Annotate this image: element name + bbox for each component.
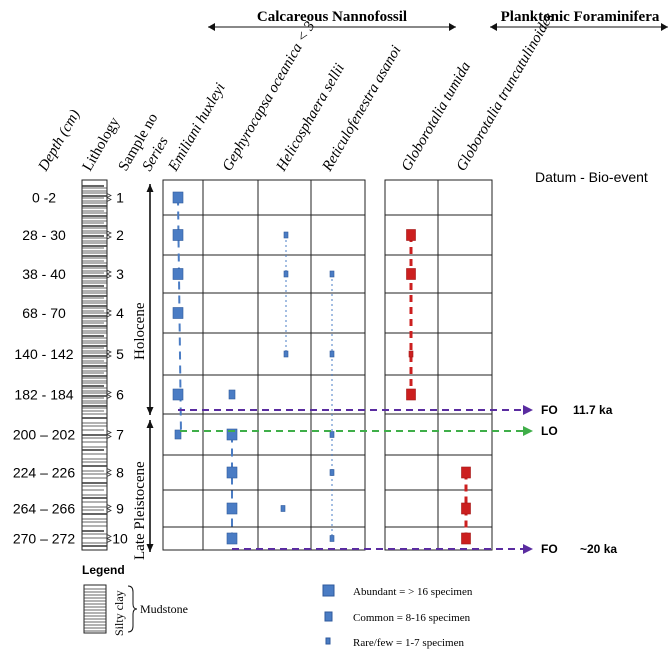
occurrence-marker [406,229,416,241]
bioevent-age: 11.7 ka [573,403,613,417]
sample-number: 2 [116,227,124,243]
legend-rare: Rare/few = 1-7 specimen [353,637,464,649]
occurrence-marker [172,388,184,401]
depth-label: 264 – 266 [13,501,75,517]
species-label: Emiliani huxleyi [165,80,229,174]
occurrence-marker [408,350,414,358]
occurrence-marker [329,535,335,542]
sample-tick [106,269,112,279]
occurrence-marker [226,502,238,515]
lithology-column [81,179,112,551]
occurrence-marker [226,532,238,545]
legend-rare-marker [325,637,331,645]
header-nannofossil: Calcareous Nannofossil [208,9,456,31]
sample-number: 7 [116,427,124,443]
sample-number: 6 [116,387,124,403]
legend: Legend Silty clay Mudstone Abundant = > … [82,563,473,649]
legend-group-label: Mudstone [140,602,188,616]
bioevent-label: FO [541,542,558,556]
sample-number: 3 [116,266,124,282]
occurrence-marker [228,389,236,400]
occurrence-marker [461,502,471,515]
depth-label: 28 - 30 [22,227,66,243]
occurrence-marker [406,268,416,280]
col-depth: Depth (cm) [35,107,83,175]
occurrence-marker [172,229,184,241]
depth-label: 68 - 70 [22,305,66,321]
foraminifera-grid [384,179,493,551]
occurrence-marker [283,270,289,278]
occurrence-marker [461,532,471,545]
occurrence-marker [172,268,184,280]
sample-tick [106,230,112,240]
occurrence-marker [283,350,289,358]
depth-label: 270 – 272 [13,531,75,547]
legend-title: Legend [82,563,125,577]
sample-number: 9 [116,501,124,517]
occurrence-marker [174,429,182,440]
depth-label: 140 - 142 [14,346,73,362]
occurrence-marker [329,270,335,278]
series-late-pleistocene: Late Pleistocene [132,461,148,560]
occurrence-marker [172,307,184,319]
header-foraminifera-label: Planktonic Foraminifera [501,9,660,25]
sample-tick [106,468,112,477]
header-foraminifera: Planktonic Foraminifera [490,9,668,31]
sample-tick [106,349,112,359]
bioevent-arrowhead [523,405,533,415]
species-label: Reticulofenestra asanoi [319,43,404,175]
nannofossil-grid [162,179,366,551]
depth-label: 38 - 40 [22,266,66,282]
series-column: Holocene Late Pleistocene [132,184,154,560]
occurrence-marker [226,466,238,479]
sample-tick [106,308,112,318]
legend-common: Common = 8-16 specimen [353,612,471,624]
occurrence-marker [329,431,335,438]
sample-tick [106,430,112,439]
occurrence-marker [283,231,289,239]
legend-lith-label: Silty clay [112,590,126,636]
depth-label: 200 – 202 [13,427,75,443]
bioevent-arrowhead [523,426,533,436]
sample-tick [106,193,112,202]
series-holocene: Holocene [132,302,148,360]
legend-lithology-swatch [83,584,107,634]
header-nannofossil-label: Calcareous Nannofossil [257,9,407,25]
occurrence-marker [329,350,335,358]
occurrence-marker [329,469,335,476]
species-label: Gephyrocapsa oceanica < 3 [220,19,319,174]
sample-tick [106,390,112,399]
occurrence-marker [226,428,238,441]
sample-tick [106,534,112,543]
depth-label: 182 - 184 [14,387,73,403]
bioevent-label: LO [541,424,558,438]
depth-label: 224 – 226 [13,465,75,481]
sample-number: 4 [116,305,124,321]
sample-number: 8 [116,465,124,481]
legend-common-marker [324,611,333,622]
legend-abundant: Abundant = > 16 specimen [353,586,473,598]
sample-number: 1 [116,190,124,206]
occurrence-marker [280,505,286,512]
datum-title: Datum - Bio-event [535,169,648,185]
occurrence-marker [172,191,184,204]
bioevent-age: ~20 ka [580,542,617,556]
sample-tick [106,504,112,513]
occurrence-marker [406,388,416,401]
legend-abundant-marker [322,584,335,597]
sample-number: 10 [112,531,128,547]
occurrence-marker [461,466,471,479]
species-label: Globorotalia truncatulinoides [454,10,558,174]
bioevent-label: FO [541,403,558,417]
bioevent-arrowhead [523,544,533,554]
sample-number: 5 [116,346,124,362]
depth-label: 0 -2 [32,190,56,206]
